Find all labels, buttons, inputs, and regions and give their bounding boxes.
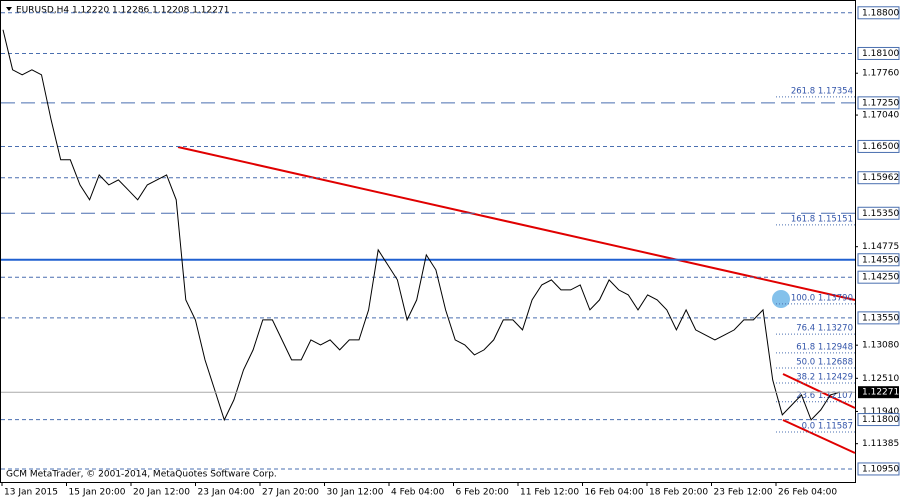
x-tick-label: 30 Jan 12:00 [327, 488, 384, 498]
channel-lower [782, 419, 856, 454]
fib-label: 0.0 1.11587 [802, 421, 853, 431]
level-label: 1.16500 [862, 142, 899, 152]
x-tick-label: 6 Feb 20:00 [456, 488, 510, 498]
footer: GCM MetaTrader, © 2001-2014, MetaQuotes … [6, 470, 277, 480]
level-label: 1.15350 [862, 209, 899, 219]
y-tick-label: 1.17040 [862, 111, 899, 121]
fib-label: 38.2 1.12429 [796, 373, 853, 383]
x-tick-label: 18 Feb 20:00 [649, 488, 708, 498]
level-label: 1.14250 [862, 273, 899, 283]
level-label: 1.14550 [862, 255, 899, 265]
level-label: 1.15962 [862, 173, 899, 183]
level-label-box [857, 46, 900, 60]
fib-label: 50.0 1.12688 [796, 357, 853, 367]
y-tick-label: 1.14775 [862, 242, 899, 252]
marker-circle [772, 290, 790, 308]
fib-label: 261.8 1.17354 [791, 86, 853, 96]
x-tick-label: 20 Jan 12:00 [133, 488, 190, 498]
header: EURUSD,H4 1.12220 1.12286 1.12208 1.1227… [16, 6, 229, 16]
level-label: 1.10950 [862, 464, 899, 474]
x-tick-label: 11 Feb 12:00 [520, 488, 579, 498]
level-label-box [857, 311, 900, 325]
level-label: 1.17250 [862, 98, 899, 108]
level-label-box [857, 253, 900, 267]
current-price-label: 1.12271 [862, 388, 899, 398]
fib-label: 23.6 1.12107 [796, 391, 853, 401]
x-tick-label: 26 Feb 04:00 [778, 488, 837, 498]
y-tick-label: 1.17760 [862, 69, 899, 79]
fib-label: 76.4 1.13270 [796, 324, 853, 334]
x-tick-label: 23 Jan 04:00 [198, 488, 255, 498]
y-tick-label: 1.11385 [862, 439, 899, 449]
level-label-box [857, 270, 900, 284]
menu-arrow[interactable] [6, 7, 12, 11]
level-label-box [857, 171, 900, 185]
level-label: 1.18800 [862, 8, 899, 18]
x-tick-label: 4 Feb 04:00 [391, 488, 445, 498]
x-tick-label: 27 Jan 20:00 [262, 488, 319, 498]
level-label: 1.18100 [862, 49, 899, 59]
level-label: 1.11800 [862, 415, 899, 425]
y-tick-label: 1.13080 [862, 341, 899, 351]
level-label-box [857, 139, 900, 153]
price-line [2, 29, 841, 422]
level-label-box [857, 6, 900, 20]
x-tick-label: 13 Jan 2015 [4, 488, 58, 498]
x-tick-label: 23 Feb 12:00 [714, 488, 773, 498]
x-tick-label: 16 Feb 04:00 [585, 488, 644, 498]
x-tick-label: 15 Jan 20:00 [69, 488, 126, 498]
fib-label: 61.8 1.12948 [796, 342, 853, 352]
y-tick-label: 1.11940 [862, 407, 899, 417]
channel-upper [782, 373, 856, 409]
level-label-box [857, 462, 900, 476]
plot-frame [0, 0, 856, 483]
trend-line [177, 146, 856, 301]
level-label-box [857, 96, 900, 110]
current-price-box [858, 386, 899, 399]
level-label-box [857, 413, 900, 427]
fib-label: 161.8 1.15151 [791, 214, 853, 224]
level-label-box [857, 206, 900, 220]
fib-label: 100.0 1.13790 [791, 293, 853, 303]
y-tick-label: 1.12510 [862, 374, 899, 384]
level-label: 1.13550 [862, 313, 899, 323]
